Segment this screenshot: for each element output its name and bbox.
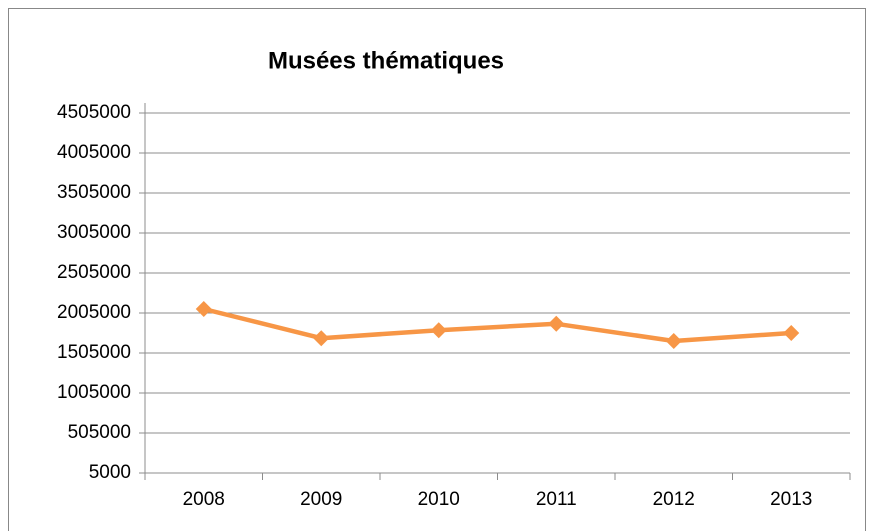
y-tick-label: 1505000 [57, 342, 131, 363]
marker [783, 325, 800, 341]
x-tick-label: 2009 [300, 489, 342, 510]
y-tick-label: 2005000 [57, 302, 131, 323]
marker [430, 322, 447, 339]
marker [548, 315, 565, 332]
y-tick-label: 505000 [68, 422, 131, 443]
y-tick-label: 4505000 [57, 102, 131, 123]
marker [195, 301, 212, 317]
x-tick-label: 2010 [418, 489, 460, 510]
chart-frame [8, 8, 866, 531]
x-tick-label: 2011 [536, 489, 577, 510]
y-tick-label: 4005000 [57, 142, 131, 163]
marker [313, 330, 330, 347]
marker [665, 333, 682, 349]
y-tick-label: 5000 [89, 462, 131, 483]
y-tick-label: 2505000 [57, 262, 131, 283]
y-tick-label: 3005000 [57, 222, 131, 243]
series-line [203, 306, 792, 344]
x-tick-label: 2013 [770, 489, 812, 510]
y-tick-label: 3505000 [57, 182, 131, 203]
x-tick-label: 2012 [653, 489, 695, 510]
chart-title: Musées thématiques [268, 47, 504, 74]
x-tick-label: 2008 [183, 489, 225, 510]
y-tick-label: 1005000 [57, 382, 131, 403]
